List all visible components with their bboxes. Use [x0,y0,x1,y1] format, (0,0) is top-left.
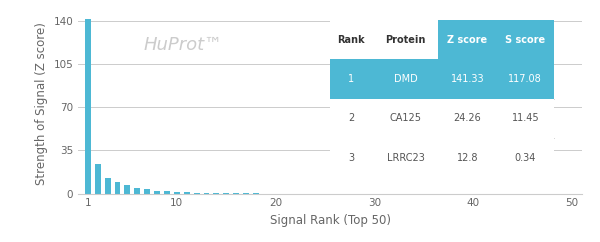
FancyBboxPatch shape [373,99,439,138]
FancyBboxPatch shape [330,20,373,59]
Text: 11.45: 11.45 [511,113,539,123]
Bar [85,19,91,194]
Text: 0.34: 0.34 [515,153,536,163]
FancyBboxPatch shape [373,20,439,59]
Text: CA125: CA125 [389,113,422,123]
Text: Z score: Z score [447,35,487,45]
Bar [214,193,220,194]
Text: 12.8: 12.8 [457,153,478,163]
Bar [115,182,121,194]
Bar [154,190,160,194]
Text: HuProt™: HuProt™ [143,36,223,54]
FancyBboxPatch shape [496,138,554,177]
Text: LRRC23: LRRC23 [386,153,425,163]
FancyBboxPatch shape [496,20,554,59]
Text: Rank: Rank [338,35,365,45]
Bar [124,185,130,194]
Bar [203,193,209,194]
Text: 24.26: 24.26 [454,113,481,123]
Bar [174,192,180,194]
Text: 1: 1 [349,74,355,84]
FancyBboxPatch shape [439,99,496,138]
FancyBboxPatch shape [330,59,373,99]
Text: DMD: DMD [394,74,418,84]
FancyBboxPatch shape [373,59,439,99]
Text: 2: 2 [348,113,355,123]
Bar [144,189,150,194]
FancyBboxPatch shape [330,138,373,177]
X-axis label: Signal Rank (Top 50): Signal Rank (Top 50) [269,214,391,227]
Bar [194,193,200,194]
Bar [223,193,229,194]
Text: S score: S score [505,35,545,45]
FancyBboxPatch shape [439,20,496,59]
Text: 3: 3 [349,153,355,163]
Bar [164,191,170,194]
FancyBboxPatch shape [439,59,496,99]
Text: Protein: Protein [385,35,426,45]
Text: 117.08: 117.08 [508,74,542,84]
FancyBboxPatch shape [439,138,496,177]
Y-axis label: Strength of Signal (Z score): Strength of Signal (Z score) [35,23,48,186]
Bar [134,188,140,194]
FancyBboxPatch shape [496,99,554,138]
FancyBboxPatch shape [496,59,554,99]
Bar [184,192,190,194]
Bar [95,164,101,194]
FancyBboxPatch shape [330,99,373,138]
FancyBboxPatch shape [373,138,439,177]
Text: 141.33: 141.33 [451,74,484,84]
Bar [104,178,110,194]
